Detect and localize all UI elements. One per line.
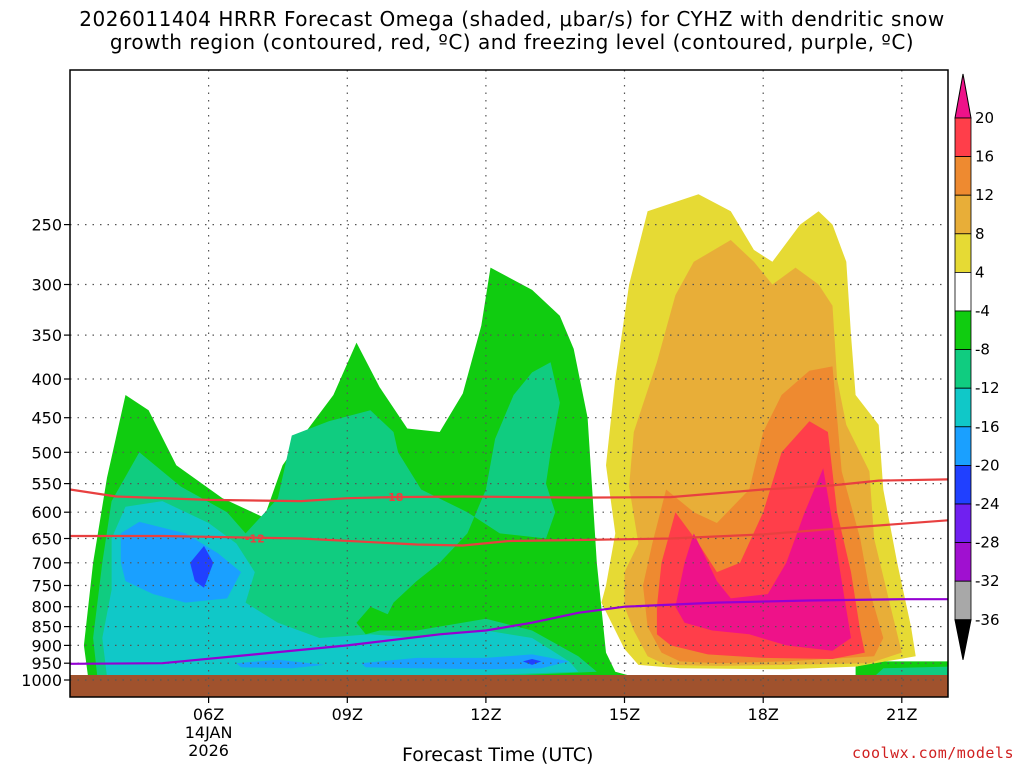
omega-region-7 [190,546,214,588]
colorbar-label-11: -28 [975,534,1000,552]
dendritic-contour-1 [70,519,948,547]
omega-region-3 [102,501,579,679]
colorbar-label-10: -24 [975,495,1000,513]
pressure-axis: 2503003504004505005506006507007508008509… [21,216,70,690]
chart-title-line-1: 2026011404 HRRR Forecast Omega (shaded, … [79,7,945,31]
y-tick-label-650: 650 [31,530,62,549]
omega-region-10 [874,666,948,677]
colorbar-bin-9 [954,464,972,505]
omega-region-15 [675,468,851,651]
omega-shaded-fields [83,194,948,680]
chart-title-line-2: growth region (contoured, red, ºC) and f… [109,30,915,54]
y-tick-label-250: 250 [31,216,62,235]
terrain-ground [70,675,948,697]
colorbar-bin-0 [954,117,972,157]
omega-region-5 [236,659,325,669]
colorbar-bin-5 [954,310,972,350]
colorbar-legend: 20 16 12 8 4 -4 -8 -12 -16 -20 -24 -28 -32 -36 [954,73,1000,660]
colorbar-bin-2 [954,194,972,235]
y-tick-label-400: 400 [31,370,62,389]
colorbar-bin-11 [954,542,972,582]
colorbar-label-13: -36 [975,611,1000,629]
x-axis-label: Forecast Time (UTC) [402,744,594,766]
y-tick-label-850: 850 [31,618,62,637]
colorbar-label-2: 12 [975,186,994,204]
colorbar-bin-6 [954,349,972,389]
x-tick-label-12Z: 12Z [470,705,501,724]
x-date-label-1: 2026 [188,741,229,760]
colorbar-top-arrow [954,73,972,119]
omega-region-6 [361,654,570,670]
contour-label--18: -18 [384,491,404,504]
colorbar-bin-7 [954,387,972,428]
colorbar-bin-1 [954,156,972,196]
omega-region-8 [522,659,542,665]
colorbar-label-7: -12 [975,379,1000,397]
y-tick-label-1000: 1000 [21,671,62,690]
colorbar-label-5: -4 [975,302,990,320]
x-tick-label-15Z: 15Z [609,705,640,724]
x-date-label-0: 14JAN [185,723,233,742]
omega-region-2 [356,606,389,635]
dendritic-contour-0 [70,478,948,503]
y-tick-label-600: 600 [31,503,62,522]
y-tick-label-900: 900 [31,636,62,655]
omega-region-4 [120,521,241,603]
colorbar-bottom-arrow [954,619,972,660]
freezing-contour-2 [70,598,948,665]
plot-frame [69,69,949,698]
y-tick-label-750: 750 [31,577,62,596]
colorbar-bin-8 [954,426,972,466]
colorbar-label-0: 20 [975,109,994,127]
colorbar-label-9: -20 [975,456,1000,474]
x-tick-label-18Z: 18Z [748,705,779,724]
colorbar-label-4: 4 [975,263,985,281]
colorbar-label-3: 8 [975,225,985,243]
y-tick-label-800: 800 [31,598,62,617]
y-tick-label-350: 350 [31,326,62,345]
colorbar-bin-10 [954,503,972,543]
colorbar-label-6: -8 [975,341,990,359]
contour-lines: -18 -12 [70,478,948,665]
source-credit: coolwx.com/models [851,744,1014,762]
colorbar-label-12: -32 [975,572,1000,590]
x-tick-label-06Z: 06Z [193,705,224,724]
y-tick-label-300: 300 [31,276,62,295]
x-tick-label-21Z: 21Z [886,705,917,724]
colorbar-bin-3 [954,233,972,273]
colorbar-bin-12 [954,580,972,621]
colorbar-bin-4 [954,271,972,312]
colorbar-label-1: 16 [975,148,994,166]
colorbar-label-8: -16 [975,418,1000,436]
contour-label--12: -12 [245,533,265,546]
y-tick-label-500: 500 [31,443,62,462]
y-tick-label-950: 950 [31,654,62,673]
y-tick-label-700: 700 [31,554,62,573]
x-tick-label-09Z: 09Z [332,705,363,724]
y-tick-label-450: 450 [31,409,62,428]
y-tick-label-550: 550 [31,475,62,494]
